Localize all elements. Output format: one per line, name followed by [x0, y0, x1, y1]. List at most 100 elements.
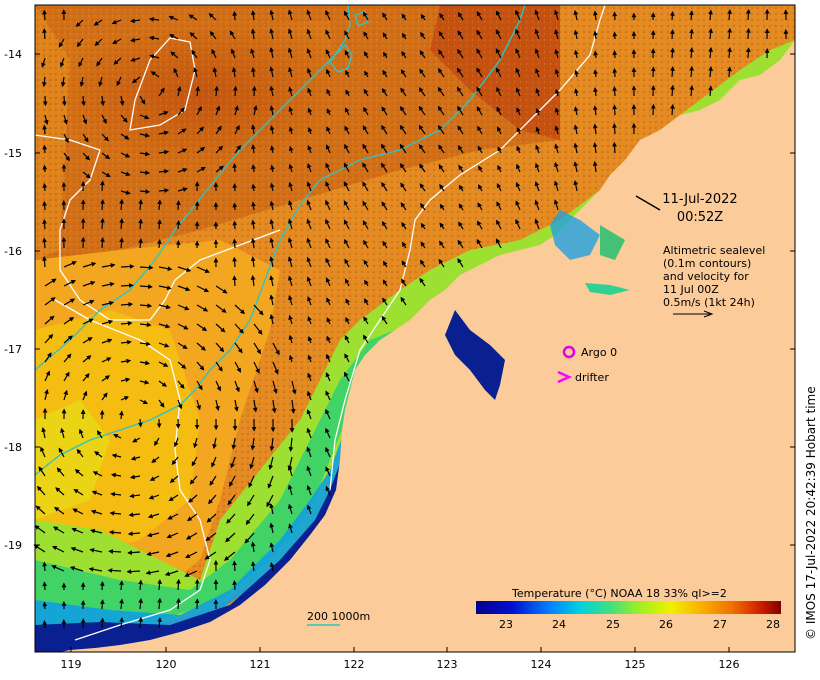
velocity-arrow [130, 37, 141, 43]
velocity-arrow [100, 237, 105, 249]
velocity-arrow [44, 352, 52, 363]
velocity-arrow [225, 532, 236, 543]
velocity-arrow [345, 89, 350, 97]
velocity-arrow [127, 550, 141, 556]
lon-tick-label: 120 [156, 658, 177, 671]
velocity-arrow [306, 465, 312, 477]
velocity-arrow [129, 493, 141, 499]
velocity-arrow [54, 506, 65, 515]
legend-arrow-head [703, 310, 714, 318]
velocity-arrow [107, 568, 122, 573]
velocity-arrow [288, 163, 294, 173]
velocity-arrow [42, 219, 47, 230]
velocity-arrow [90, 528, 103, 534]
velocity-arrow [495, 29, 502, 40]
velocity-arrow [287, 256, 293, 268]
velocity-arrow [381, 201, 388, 211]
velocity-arrow [158, 188, 170, 193]
velocity-arrow [287, 218, 293, 230]
velocity-arrow [438, 258, 445, 268]
velocity-arrow [269, 256, 275, 268]
velocity-arrow [497, 146, 502, 154]
velocity-arrow [344, 353, 350, 363]
velocity-arrow [325, 408, 331, 420]
velocity-arrow [205, 532, 217, 542]
velocity-arrow [287, 275, 293, 287]
velocity-arrow [119, 410, 124, 420]
velocity-arrow [38, 466, 46, 477]
velocity-arrow [325, 218, 331, 230]
velocity-arrow [399, 124, 407, 135]
velocity-arrow [457, 258, 464, 268]
velocity-arrow [534, 48, 540, 59]
velocity-arrow [345, 316, 350, 325]
velocity-arrow [326, 88, 331, 97]
velocity-arrow [215, 342, 225, 353]
velocity-arrow [148, 16, 160, 22]
velocity-arrow [63, 389, 68, 401]
lat-tick-label: -15 [4, 147, 22, 160]
velocity-arrow [138, 218, 143, 230]
velocity-arrow [290, 399, 296, 414]
velocity-arrow [362, 11, 369, 21]
velocity-arrow [245, 513, 255, 525]
velocity-arrow [250, 437, 256, 451]
velocity-arrow [306, 427, 312, 439]
velocity-arrow [253, 304, 264, 316]
velocity-arrow [75, 19, 84, 28]
velocity-arrow [166, 532, 179, 539]
velocity-arrow [154, 437, 160, 447]
velocity-arrow [234, 361, 241, 373]
velocity-arrow [231, 66, 237, 78]
velocity-arrow [535, 126, 541, 135]
legend-line: and velocity for [663, 270, 749, 283]
velocity-arrow [253, 361, 260, 374]
velocity-arrow [535, 68, 540, 78]
velocity-arrow [670, 47, 675, 59]
velocity-arrow [515, 9, 521, 21]
velocity-arrow [534, 162, 540, 173]
velocity-arrow [401, 13, 407, 21]
colorbar-tick: 28 [766, 618, 780, 631]
altimetry-legend: Altimetric sealevel (0.1m contours) and … [663, 244, 765, 318]
velocity-arrow [120, 152, 131, 158]
velocity-arrow [99, 599, 105, 610]
velocity-arrow [79, 76, 85, 87]
velocity-arrow [69, 566, 84, 572]
velocity-arrow [209, 475, 217, 486]
velocity-arrow [82, 280, 96, 287]
velocity-arrow [362, 334, 369, 344]
velocity-arrow [287, 237, 293, 249]
velocity-arrow [495, 48, 502, 59]
velocity-arrow [138, 238, 143, 249]
velocity-arrow [234, 304, 246, 315]
velocity-arrow [120, 302, 134, 307]
velocity-arrow [175, 240, 181, 249]
velocity-arrow [457, 144, 464, 154]
velocity-arrow [516, 127, 522, 135]
velocity-arrow [438, 31, 445, 40]
king-sound-inlet [445, 310, 505, 400]
velocity-arrow [139, 399, 149, 405]
velocity-arrow [553, 9, 559, 21]
velocity-arrow [250, 237, 256, 249]
timestamp-pointer [635, 195, 661, 211]
velocity-arrow [234, 342, 243, 354]
velocity-arrow [176, 578, 181, 591]
velocity-arrow [139, 170, 151, 176]
velocity-arrow [94, 38, 103, 47]
velocity-arrow [288, 106, 294, 116]
velocity-arrow [60, 76, 66, 88]
velocity-arrow [42, 164, 48, 173]
velocity-arrow [132, 437, 141, 443]
timestamp-date: 11-Jul-2022 [662, 192, 737, 207]
sealevel-contours [34, 4, 606, 641]
velocity-arrow [158, 285, 172, 291]
velocity-arrow [173, 67, 179, 78]
velocity-arrow [244, 532, 255, 544]
velocity-arrow [101, 281, 115, 287]
velocity-arrow [196, 166, 206, 173]
velocity-arrow [400, 69, 407, 78]
velocity-arrow [165, 551, 179, 558]
velocity-arrow [381, 124, 388, 135]
